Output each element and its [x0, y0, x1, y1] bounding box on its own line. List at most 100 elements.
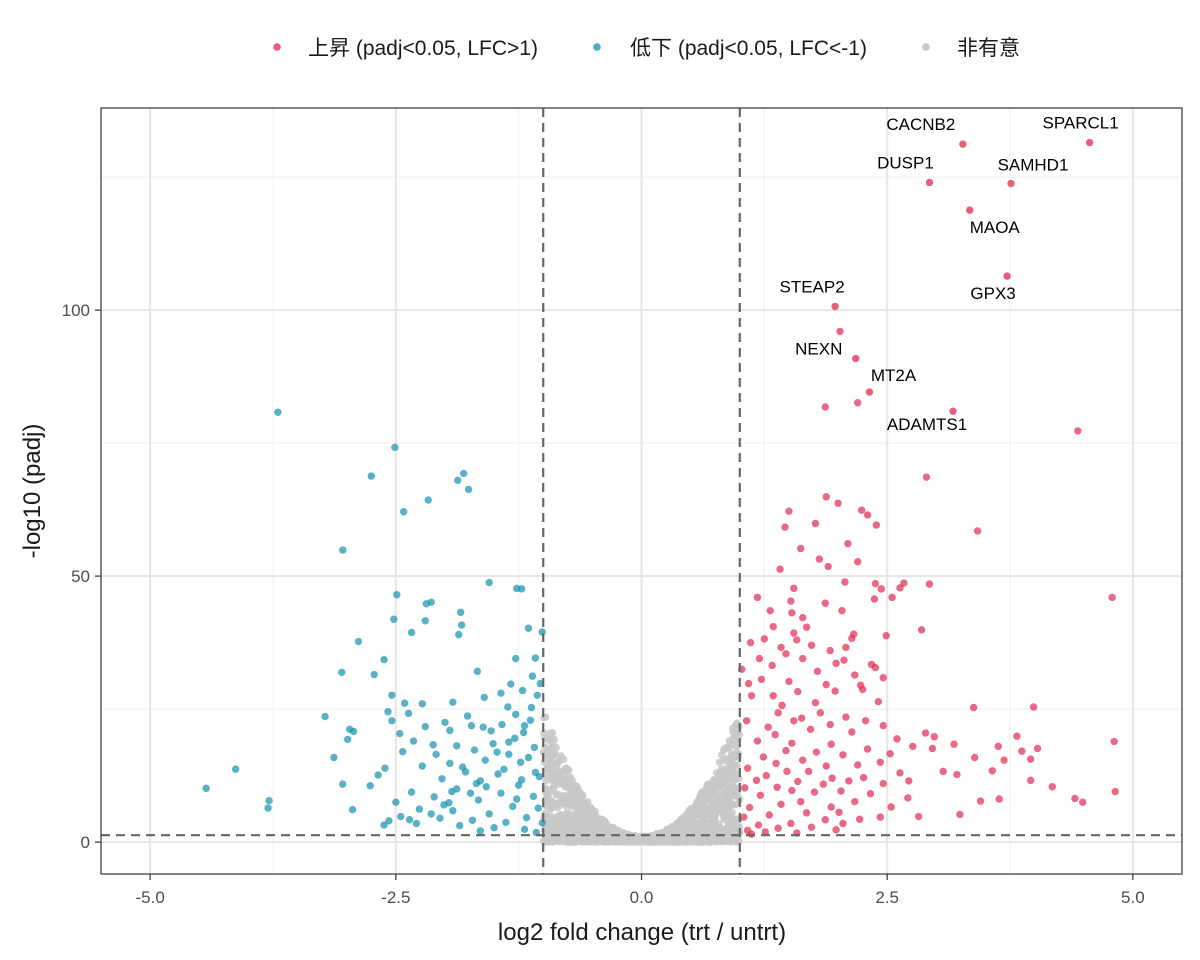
up-point	[783, 767, 791, 776]
up-point	[1033, 744, 1042, 753]
ns-point	[699, 806, 708, 815]
down-point	[472, 779, 481, 788]
down-point	[427, 810, 435, 818]
y-tick-label: 50	[71, 567, 90, 586]
up-point	[745, 803, 754, 812]
down-point	[527, 703, 536, 712]
up-point	[774, 709, 782, 717]
down-point	[380, 655, 388, 664]
ns-point	[716, 835, 724, 843]
down-point	[494, 770, 502, 778]
up-point	[1029, 703, 1038, 711]
up-point	[838, 606, 846, 615]
ns-point	[547, 774, 556, 782]
gene-label-adamts1: ADAMTS1	[887, 415, 967, 434]
down-point	[380, 821, 388, 829]
ns-point	[644, 836, 652, 844]
up-point	[812, 748, 821, 756]
down-point	[473, 667, 482, 676]
down-point	[517, 585, 526, 593]
down-point	[407, 788, 416, 796]
down-point	[498, 720, 506, 729]
up-point	[871, 579, 880, 588]
ns-point	[563, 808, 571, 816]
down-point	[505, 750, 513, 759]
ns-point	[650, 836, 658, 844]
down-point	[388, 691, 396, 699]
up-point	[835, 808, 843, 816]
ns-point	[597, 816, 605, 824]
labeled-gene-point	[959, 140, 967, 148]
ns-point	[608, 824, 617, 832]
down-point	[449, 698, 457, 706]
up-point	[856, 681, 865, 689]
x-axis-title: log2 fold change (trt / untrt)	[498, 919, 786, 946]
up-point	[921, 729, 930, 737]
down-point	[518, 686, 527, 695]
ns-point	[708, 812, 717, 821]
up-point	[1026, 755, 1035, 763]
gene-label-dusp1: DUSP1	[877, 153, 934, 172]
down-point	[467, 721, 476, 730]
up-point	[842, 643, 850, 652]
legend-up-label: 上昇 (padj<0.05, LFC>1)	[308, 37, 538, 60]
up-point	[813, 667, 822, 676]
down-point	[516, 758, 525, 766]
up-point	[839, 751, 847, 759]
down-point	[531, 768, 540, 777]
up-point	[797, 544, 805, 553]
up-point	[841, 578, 849, 586]
ns-point	[589, 813, 598, 821]
ns-point	[581, 800, 589, 808]
ns-point	[578, 790, 586, 799]
ns-point	[546, 812, 555, 820]
up-point	[854, 398, 862, 407]
down-point	[446, 759, 454, 768]
ns-point	[582, 835, 590, 843]
up-point	[802, 809, 811, 817]
labeled-gene-point	[925, 178, 934, 187]
up-point	[995, 795, 1003, 803]
down-point	[339, 546, 347, 554]
down-point	[384, 708, 392, 716]
gene-labels: SPARCL1 CACNB2 DUSP1 SAMHD1 MAOA GPX3 STEAP2 NE…	[779, 114, 1118, 435]
up-point	[956, 810, 964, 819]
down-point	[493, 748, 501, 756]
up-point	[845, 777, 853, 785]
up-point	[811, 699, 820, 707]
down-point	[339, 780, 347, 788]
down-point	[354, 637, 363, 646]
up-point	[939, 767, 947, 776]
down-point	[457, 621, 466, 629]
down-point	[374, 771, 382, 779]
ns-point	[553, 762, 561, 770]
up-point	[882, 631, 890, 640]
down-point	[456, 608, 465, 616]
ns-point	[565, 836, 574, 844]
up-point	[1110, 737, 1118, 746]
down-point	[366, 781, 374, 790]
up-point	[848, 634, 856, 643]
up-point	[855, 815, 864, 823]
ns-point	[720, 795, 728, 803]
labeled-gene-point	[949, 407, 957, 415]
y-tick-label: 100	[62, 301, 90, 320]
up-point	[798, 756, 807, 764]
ns-point	[708, 806, 717, 814]
down-point	[409, 737, 418, 745]
down-point	[449, 806, 457, 815]
up-point	[900, 579, 908, 587]
labeled-gene-point	[852, 354, 860, 363]
up-point	[790, 629, 798, 637]
up-point	[863, 511, 872, 519]
down-point	[470, 746, 479, 754]
down-point	[388, 717, 396, 725]
legend-ns-label: 非有意	[957, 37, 1020, 60]
down-point	[487, 727, 495, 735]
gene-label-cacnb2: CACNB2	[886, 115, 955, 134]
up-point	[804, 767, 813, 776]
ns-point	[688, 805, 696, 814]
up-point	[822, 680, 830, 689]
down-point	[390, 615, 398, 623]
